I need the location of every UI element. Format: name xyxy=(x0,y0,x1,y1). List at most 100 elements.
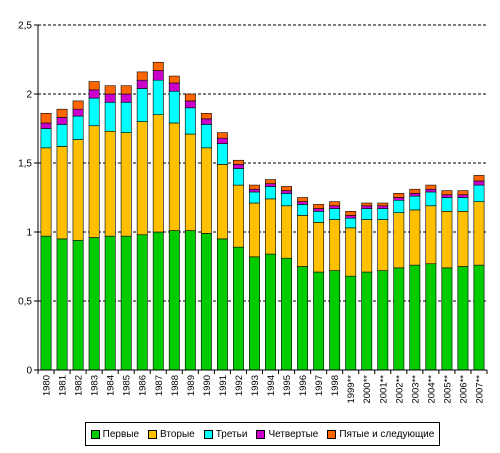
bar-segment-1995-s3 xyxy=(281,190,292,194)
x-tick-label: 1988 xyxy=(170,375,181,396)
bar-segment-2001-s3 xyxy=(377,205,389,209)
y-tick-label: 2,5 xyxy=(18,21,32,32)
bar-segment-1980-s0 xyxy=(40,235,52,371)
bar-segment-1981-s0 xyxy=(56,238,68,371)
legend-label-fourth: Четвертые xyxy=(268,428,319,440)
stacked-bar-chart: 00,511,522,5 1980 1981 1982 1983 1984 1985 198… xyxy=(18,21,488,404)
x-tick-label: 1998 xyxy=(330,375,341,396)
legend-swatch-second xyxy=(148,429,158,439)
bar-segment-1983-s3 xyxy=(88,89,100,99)
bar-segment-1994-s3 xyxy=(265,183,276,187)
bar-segment-1998-s0 xyxy=(329,270,341,371)
legend-entry-fifth: Пятые и следующие xyxy=(327,429,434,440)
bar-segment-1981-s3 xyxy=(56,117,68,125)
chart-legend: Первые Вторые Третьи Четвертые Пятые и с… xyxy=(85,422,440,446)
bar-segment-1991-s3 xyxy=(216,137,228,144)
x-tick-label: 1990 xyxy=(202,375,213,396)
y-tick-label: 0 xyxy=(26,366,32,377)
bar-segment-1990-s3 xyxy=(200,118,212,125)
bar-segment-1999-s0 xyxy=(345,275,357,371)
bar-segment-1984-s1 xyxy=(104,130,116,237)
bar-segment-1984-s2 xyxy=(104,101,116,132)
bar-segment-1992-s4 xyxy=(233,159,244,165)
legend-entry-fourth: Четвертые xyxy=(256,429,318,440)
bar-segment-2002-s4 xyxy=(393,193,405,198)
bar-segment-1999-s4 xyxy=(345,211,357,216)
legend-entry-first: Первые xyxy=(90,429,139,440)
bar-segment-2006-s1 xyxy=(457,211,469,267)
bar-segment-2006-s2 xyxy=(457,197,469,212)
bar-segment-1987-s2 xyxy=(152,79,164,115)
legend-entry-second: Вторые xyxy=(148,429,195,440)
legend-entry-third: Третьи xyxy=(203,429,247,440)
bar-segment-1998-s1 xyxy=(329,219,341,271)
x-tick-label: 1999** xyxy=(346,375,357,404)
bar-segment-1986-s4 xyxy=(136,71,148,81)
bar-segment-2000-s2 xyxy=(361,208,373,220)
bar-segment-2003-s2 xyxy=(409,195,421,211)
bar-segment-1984-s3 xyxy=(104,93,116,103)
bar-segment-1980-s1 xyxy=(40,147,52,237)
bar-segment-2002-s2 xyxy=(393,199,405,213)
y-tick-labels: 0 0,5 1 1,5 2 2,5 xyxy=(18,21,32,377)
x-tick-label: 1995 xyxy=(282,375,293,396)
bar-segment-1990-s1 xyxy=(200,147,212,234)
bar-segment-1983-s0 xyxy=(88,237,100,371)
bar-segment-1983-s4 xyxy=(88,81,100,91)
bar-segment-2003-s3 xyxy=(409,193,421,197)
x-tick-label: 1987 xyxy=(154,375,165,396)
bar-segment-2002-s3 xyxy=(393,197,405,201)
bar-segment-2007-s1 xyxy=(473,201,485,266)
bar-segment-1982-s2 xyxy=(72,115,84,140)
bar-segment-1996-s2 xyxy=(297,204,309,216)
bar-segment-1982-s0 xyxy=(72,239,84,371)
y-tick-label: 2 xyxy=(26,90,32,101)
bar-segment-1997-s1 xyxy=(313,222,325,273)
bar-segment-1991-s2 xyxy=(216,143,228,165)
bar-segment-1998-s3 xyxy=(329,205,341,209)
bar-segment-1981-s1 xyxy=(56,146,68,240)
bar-segment-2005-s3 xyxy=(441,194,453,198)
x-tick-label: 1997 xyxy=(314,375,325,396)
bar-segment-2000-s0 xyxy=(361,271,373,371)
bar-segment-1997-s4 xyxy=(313,204,325,209)
x-tick-label: 2005** xyxy=(442,375,453,404)
bar-segment-1997-s0 xyxy=(313,271,325,371)
x-tick-label: 1984 xyxy=(106,375,117,396)
x-tick-label: 1981 xyxy=(58,375,69,396)
bar-segment-1993-s1 xyxy=(249,202,260,258)
bar-segment-1992-s0 xyxy=(233,246,244,371)
x-tick-label: 1992 xyxy=(234,375,245,396)
bar-segment-1985-s4 xyxy=(120,85,132,95)
bar-segment-1998-s2 xyxy=(329,208,341,220)
x-tick-label: 1986 xyxy=(138,375,149,396)
bar-segment-1997-s3 xyxy=(313,208,325,212)
bar-segment-1996-s0 xyxy=(297,266,309,371)
bar-segment-2003-s1 xyxy=(409,209,421,266)
bar-segment-2003-s0 xyxy=(409,264,421,371)
bar-segment-1995-s1 xyxy=(281,205,292,259)
bar-segment-2004-s0 xyxy=(425,263,437,371)
bar-segment-1994-s0 xyxy=(265,253,276,371)
bar-segment-1999-s2 xyxy=(345,217,357,229)
bar-segment-1985-s3 xyxy=(120,93,132,103)
bar-segment-2007-s0 xyxy=(473,264,485,371)
bar-segment-1991-s1 xyxy=(216,164,228,240)
bar-segment-1989-s4 xyxy=(184,93,196,102)
bar-segment-2004-s2 xyxy=(425,191,437,207)
bar-segment-1992-s1 xyxy=(233,184,244,248)
bar-segment-1989-s2 xyxy=(184,107,196,135)
bar-segment-1988-s2 xyxy=(168,90,180,124)
bar-segment-1986-s2 xyxy=(136,88,148,122)
bar-segment-2005-s1 xyxy=(441,211,453,269)
x-tick-label: 2003** xyxy=(410,375,421,404)
legend-swatch-fourth xyxy=(256,429,266,439)
bar-segment-1987-s3 xyxy=(152,70,164,81)
bar-segment-1986-s1 xyxy=(136,121,148,236)
bar-segment-1988-s4 xyxy=(168,75,180,84)
y-tick-label: 1 xyxy=(26,228,32,239)
x-tick-label: 1991 xyxy=(218,375,229,396)
bar-segment-1989-s0 xyxy=(184,230,196,371)
bar-segment-1995-s0 xyxy=(281,257,292,371)
x-tick-label: 1983 xyxy=(90,375,101,396)
